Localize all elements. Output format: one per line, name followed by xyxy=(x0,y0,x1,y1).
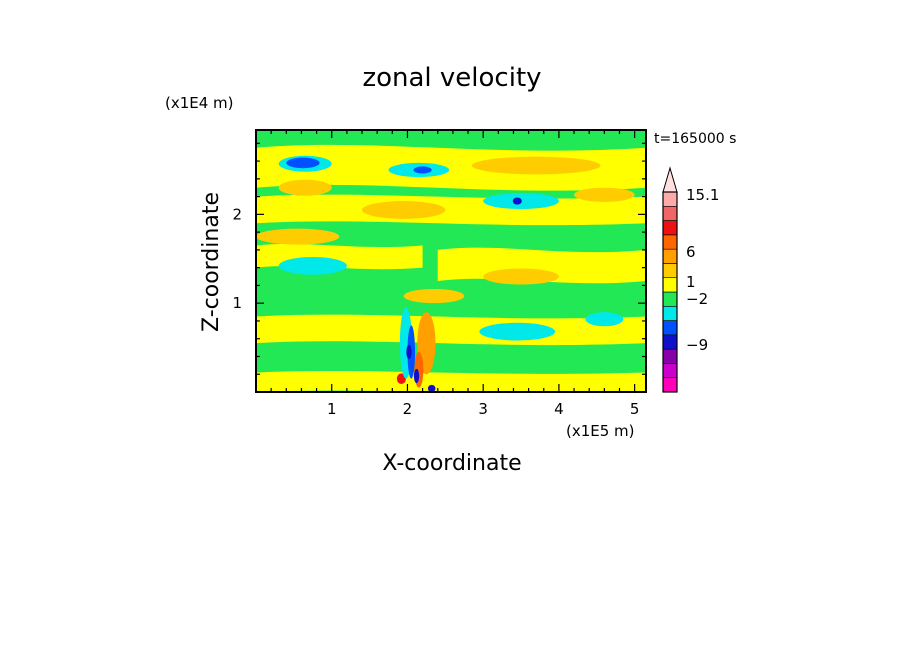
axis-ticks: 1 2 3 4 5 1 2 xyxy=(232,130,646,418)
contour-blob-orange xyxy=(362,201,446,219)
contour-blob-blue xyxy=(413,166,432,174)
colorbar-label: 6 xyxy=(686,243,696,261)
contour-blob-orange xyxy=(483,268,559,285)
y-tick-label: 1 xyxy=(232,294,242,312)
colorbar-level xyxy=(662,277,678,293)
contour-blob-orange xyxy=(574,187,635,202)
colorbar-label: −9 xyxy=(686,336,708,354)
x-unit-label: (x1E5 m) xyxy=(566,422,635,440)
y-tick-label: 2 xyxy=(232,205,242,223)
contour-blob-cyan xyxy=(479,322,556,341)
contour-blob-cyan xyxy=(585,312,624,327)
x-tick-label: 4 xyxy=(554,400,564,418)
plot-frame xyxy=(255,129,647,393)
colorbar-level xyxy=(662,220,678,236)
velocity-field xyxy=(256,130,646,392)
contour-blob-orange xyxy=(278,179,332,196)
contour-blob-blue xyxy=(406,344,412,360)
colorbar-level xyxy=(662,191,678,207)
colorbar-level xyxy=(662,263,678,279)
contour-band-yellow xyxy=(256,144,646,191)
x-tick-label: 2 xyxy=(403,400,413,418)
colorbar-level xyxy=(662,291,678,307)
x-tick-label: 1 xyxy=(327,400,337,418)
colorbar-level xyxy=(662,205,678,221)
contour-blob-orange xyxy=(403,288,465,304)
contour-blob-cyan xyxy=(278,257,347,275)
x-tick-label: 3 xyxy=(478,400,488,418)
colorbar-label: 15.1 xyxy=(686,186,719,204)
colorbar: 15.1 6 1−2 −9 xyxy=(662,166,719,393)
colorbar-label: 1 xyxy=(686,273,696,291)
colorbar-level xyxy=(662,305,678,321)
colorbar-level xyxy=(662,234,678,250)
colorbar-level xyxy=(662,377,678,393)
colorbar-level xyxy=(662,363,678,379)
colorbar-level xyxy=(662,320,678,336)
contour-band-yellow xyxy=(256,371,646,392)
y-axis-label: Z-coordinate xyxy=(199,192,224,332)
contour-blob-blue xyxy=(427,384,436,392)
contour-blob-blue xyxy=(512,197,522,205)
contour-blob-blue xyxy=(286,157,320,169)
contour-blob-blue xyxy=(413,368,420,384)
contour-band-yellow xyxy=(256,314,646,346)
colorbar-level xyxy=(662,334,678,350)
colorbar-label: −2 xyxy=(686,290,708,308)
contour-blob-orange xyxy=(256,228,340,245)
x-axis-label: X-coordinate xyxy=(382,451,521,476)
colorbar-level xyxy=(662,348,678,364)
x-tick-label: 5 xyxy=(630,400,640,418)
colorbar-frame xyxy=(662,191,678,393)
colorbar-level xyxy=(662,248,678,264)
y-unit-label: (x1E4 m) xyxy=(165,94,234,112)
time-label: t=165000 s xyxy=(654,131,736,147)
contour-blob-orange xyxy=(471,156,601,175)
chart-title: zonal velocity xyxy=(362,63,541,93)
colorbar-extend-arrow xyxy=(662,166,678,193)
